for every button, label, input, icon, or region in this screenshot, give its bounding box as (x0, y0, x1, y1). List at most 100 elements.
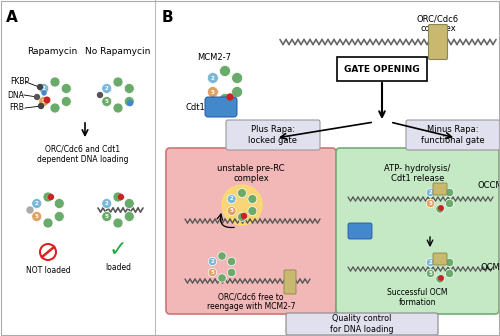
Circle shape (113, 77, 123, 87)
FancyBboxPatch shape (205, 97, 237, 117)
Circle shape (124, 211, 134, 221)
Circle shape (48, 195, 54, 200)
Text: 5: 5 (230, 209, 234, 213)
Circle shape (32, 211, 42, 221)
Circle shape (38, 84, 48, 93)
Circle shape (426, 269, 434, 278)
Circle shape (208, 86, 218, 97)
Circle shape (102, 199, 112, 209)
Circle shape (44, 97, 50, 103)
Text: 5: 5 (428, 201, 432, 206)
Text: Quality control
for DNA loading: Quality control for DNA loading (330, 314, 394, 334)
Text: 2: 2 (35, 201, 38, 206)
Circle shape (446, 269, 454, 278)
Text: ✓: ✓ (108, 240, 128, 260)
Circle shape (436, 205, 444, 213)
Circle shape (102, 211, 112, 221)
Circle shape (113, 192, 123, 202)
Text: 5: 5 (210, 270, 214, 275)
Circle shape (113, 218, 123, 228)
Text: loaded: loaded (105, 263, 131, 272)
Text: Cdt1: Cdt1 (185, 103, 205, 113)
FancyBboxPatch shape (166, 148, 336, 314)
Circle shape (218, 252, 226, 260)
Circle shape (222, 185, 262, 225)
Text: ORC/Cdc6 free to
reengage with MCM2-7: ORC/Cdc6 free to reengage with MCM2-7 (207, 292, 295, 311)
FancyBboxPatch shape (348, 223, 372, 239)
Text: ATP- hydrolysis/
Cdt1 release: ATP- hydrolysis/ Cdt1 release (384, 164, 450, 183)
FancyBboxPatch shape (433, 253, 447, 265)
FancyBboxPatch shape (286, 313, 438, 335)
Circle shape (446, 199, 454, 208)
Text: GATE OPENING: GATE OPENING (344, 65, 420, 74)
Text: 2: 2 (210, 259, 214, 264)
Circle shape (40, 244, 56, 260)
Circle shape (208, 257, 216, 266)
Text: 5: 5 (211, 89, 215, 94)
Circle shape (248, 207, 257, 215)
Text: OCCM: OCCM (477, 180, 500, 190)
Circle shape (426, 258, 434, 267)
Circle shape (98, 92, 102, 97)
Circle shape (102, 96, 112, 107)
FancyBboxPatch shape (337, 57, 427, 81)
Text: Minus Rapa:
functional gate: Minus Rapa: functional gate (421, 125, 485, 145)
Circle shape (50, 103, 60, 113)
FancyBboxPatch shape (406, 120, 500, 150)
Circle shape (43, 192, 53, 202)
Circle shape (426, 188, 434, 197)
Text: MCM2-7: MCM2-7 (197, 53, 231, 62)
Text: ORC/Cdc6 and Cdt1
dependent DNA loading: ORC/Cdc6 and Cdt1 dependent DNA loading (37, 145, 129, 164)
Text: 5: 5 (105, 99, 108, 104)
Text: 5: 5 (42, 99, 45, 104)
Circle shape (227, 207, 236, 215)
Text: 2: 2 (428, 260, 432, 265)
Text: FRB: FRB (9, 103, 24, 113)
Circle shape (436, 183, 444, 191)
Text: A: A (6, 10, 18, 25)
FancyBboxPatch shape (428, 25, 448, 59)
Circle shape (128, 100, 132, 106)
Text: ORC/Cdc6
complex: ORC/Cdc6 complex (417, 14, 459, 33)
Text: 2: 2 (42, 86, 45, 91)
Text: B: B (162, 10, 173, 25)
Text: 5: 5 (428, 271, 432, 276)
Circle shape (439, 206, 443, 210)
Text: 2: 2 (105, 201, 108, 206)
Circle shape (227, 195, 236, 204)
Circle shape (32, 199, 42, 209)
Circle shape (208, 268, 216, 277)
Text: unstable pre-RC
complex: unstable pre-RC complex (217, 164, 285, 183)
FancyBboxPatch shape (336, 148, 499, 314)
Circle shape (38, 96, 48, 107)
Circle shape (62, 96, 72, 107)
Circle shape (50, 77, 60, 87)
Text: No Rapamycin: No Rapamycin (86, 47, 150, 56)
Text: 2: 2 (211, 76, 215, 81)
Circle shape (124, 84, 134, 93)
Circle shape (220, 93, 230, 104)
Circle shape (43, 218, 53, 228)
Circle shape (242, 213, 246, 218)
Circle shape (228, 257, 235, 266)
Circle shape (54, 199, 64, 209)
Circle shape (446, 188, 454, 197)
Text: 5: 5 (105, 214, 108, 219)
Text: DNA: DNA (7, 90, 24, 99)
Circle shape (436, 275, 444, 283)
FancyBboxPatch shape (226, 120, 320, 150)
Text: 5: 5 (35, 214, 38, 219)
Circle shape (38, 103, 44, 109)
Circle shape (426, 199, 434, 208)
Circle shape (248, 195, 257, 204)
Circle shape (42, 91, 46, 95)
Text: 2: 2 (230, 197, 234, 202)
Circle shape (436, 253, 444, 261)
Text: Rapamycin: Rapamycin (27, 47, 77, 56)
Circle shape (208, 73, 218, 84)
Circle shape (38, 84, 43, 89)
Circle shape (232, 73, 242, 84)
Circle shape (34, 94, 40, 99)
Text: Successful OCM
formation: Successful OCM formation (387, 288, 448, 307)
Text: 2: 2 (105, 86, 108, 91)
